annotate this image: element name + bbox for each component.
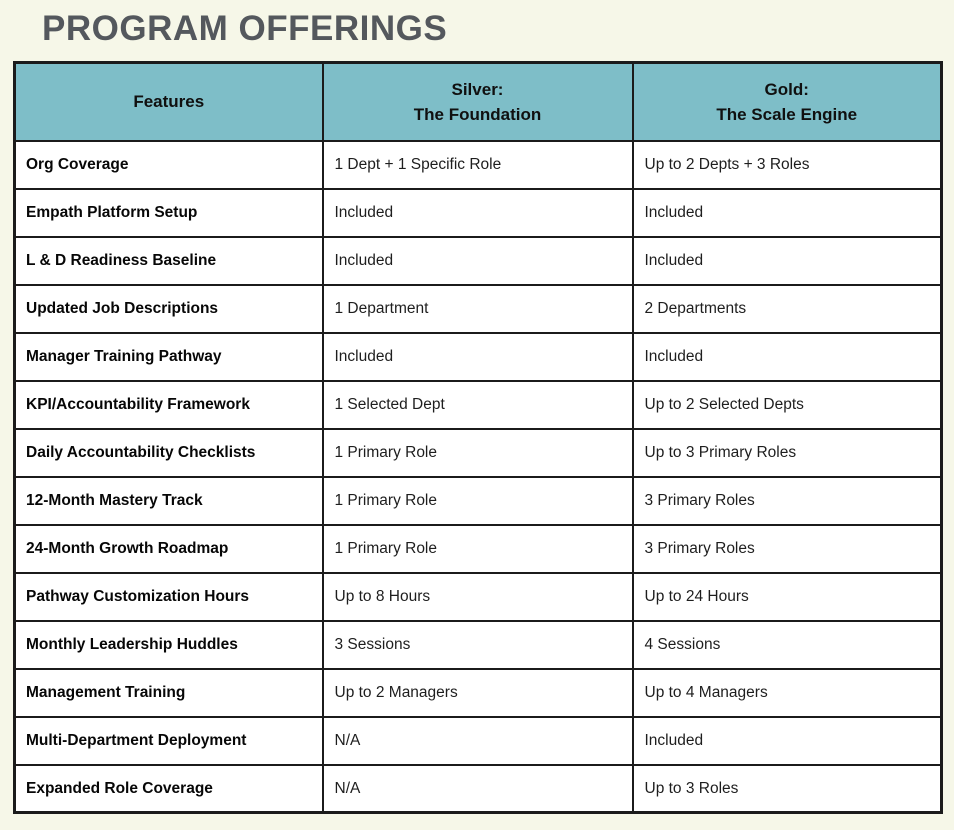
gold-value-cell: Up to 24 Hours	[631, 571, 943, 622]
table-row: Management Training Up to 2 Managers Up …	[13, 667, 943, 718]
feature-cell: Multi-Department Deployment	[13, 715, 324, 766]
feature-cell: Expanded Role Coverage	[13, 763, 324, 814]
table-row: Updated Job Descriptions 1 Department 2 …	[13, 283, 943, 334]
gold-value-cell: Up to 4 Managers	[631, 667, 943, 718]
gold-value-cell: Included	[631, 187, 943, 238]
silver-value-cell: Included	[321, 187, 634, 238]
header-cell-silver: Silver: The Foundation	[321, 61, 634, 142]
table-header-row: Features Silver: The Foundation Gold: Th…	[13, 61, 943, 142]
table-row: Pathway Customization Hours Up to 8 Hour…	[13, 571, 943, 622]
gold-value-cell: 4 Sessions	[631, 619, 943, 670]
silver-value-cell: 1 Department	[321, 283, 634, 334]
silver-value-cell: Up to 2 Managers	[321, 667, 634, 718]
gold-value-cell: Included	[631, 331, 943, 382]
program-offerings-table: Features Silver: The Foundation Gold: Th…	[13, 61, 943, 815]
feature-cell: Updated Job Descriptions	[13, 283, 324, 334]
gold-value-cell: 3 Primary Roles	[631, 475, 943, 526]
feature-cell: KPI/Accountability Framework	[13, 379, 324, 430]
header-label-silver-line2: The Foundation	[413, 105, 542, 124]
page-title: PROGRAM OFFERINGS	[42, 9, 448, 48]
table-row: Org Coverage 1 Dept + 1 Specific Role Up…	[13, 139, 943, 190]
gold-value-cell: Up to 2 Depts + 3 Roles	[631, 139, 943, 190]
table-row: 24-Month Growth Roadmap 1 Primary Role 3…	[13, 523, 943, 574]
gold-value-cell: 3 Primary Roles	[631, 523, 943, 574]
table-row: KPI/Accountability Framework 1 Selected …	[13, 379, 943, 430]
silver-value-cell: 1 Selected Dept	[321, 379, 634, 430]
header-cell-features: Features	[13, 61, 324, 142]
table-row: Expanded Role Coverage N/A Up to 3 Roles	[13, 763, 943, 814]
gold-value-cell: 2 Departments	[631, 283, 943, 334]
silver-value-cell: N/A	[321, 715, 634, 766]
silver-value-cell: N/A	[321, 763, 634, 814]
gold-value-cell: Up to 3 Roles	[631, 763, 943, 814]
gold-value-cell: Up to 3 Primary Roles	[631, 427, 943, 478]
header-cell-gold: Gold: The Scale Engine	[631, 61, 943, 142]
table-row: Empath Platform Setup Included Included	[13, 187, 943, 238]
table-row: 12-Month Mastery Track 1 Primary Role 3 …	[13, 475, 943, 526]
table-row: L & D Readiness Baseline Included Includ…	[13, 235, 943, 286]
silver-value-cell: Up to 8 Hours	[321, 571, 634, 622]
feature-cell: Monthly Leadership Huddles	[13, 619, 324, 670]
silver-value-cell: 3 Sessions	[321, 619, 634, 670]
feature-cell: 12-Month Mastery Track	[13, 475, 324, 526]
feature-cell: Manager Training Pathway	[13, 331, 324, 382]
feature-cell: Org Coverage	[13, 139, 324, 190]
silver-value-cell: Included	[321, 331, 634, 382]
silver-value-cell: Included	[321, 235, 634, 286]
gold-value-cell: Included	[631, 235, 943, 286]
table-row: Multi-Department Deployment N/A Included	[13, 715, 943, 766]
table-row: Manager Training Pathway Included Includ…	[13, 331, 943, 382]
table-row: Monthly Leadership Huddles 3 Sessions 4 …	[13, 619, 943, 670]
header-label-features: Features	[133, 92, 205, 112]
silver-value-cell: 1 Dept + 1 Specific Role	[321, 139, 634, 190]
gold-value-cell: Included	[631, 715, 943, 766]
feature-cell: L & D Readiness Baseline	[13, 235, 324, 286]
table-row: Daily Accountability Checklists 1 Primar…	[13, 427, 943, 478]
silver-value-cell: 1 Primary Role	[321, 475, 634, 526]
table-body: Org Coverage 1 Dept + 1 Specific Role Up…	[13, 139, 943, 814]
gold-value-cell: Up to 2 Selected Depts	[631, 379, 943, 430]
feature-cell: Management Training	[13, 667, 324, 718]
header-label-gold-line1: Gold:	[764, 79, 809, 99]
header-label-gold-line2: The Scale Engine	[716, 105, 858, 124]
feature-cell: Daily Accountability Checklists	[13, 427, 324, 478]
header-label-silver-line1: Silver:	[451, 79, 504, 99]
silver-value-cell: 1 Primary Role	[321, 427, 634, 478]
feature-cell: Empath Platform Setup	[13, 187, 324, 238]
silver-value-cell: 1 Primary Role	[321, 523, 634, 574]
feature-cell: Pathway Customization Hours	[13, 571, 324, 622]
feature-cell: 24-Month Growth Roadmap	[13, 523, 324, 574]
